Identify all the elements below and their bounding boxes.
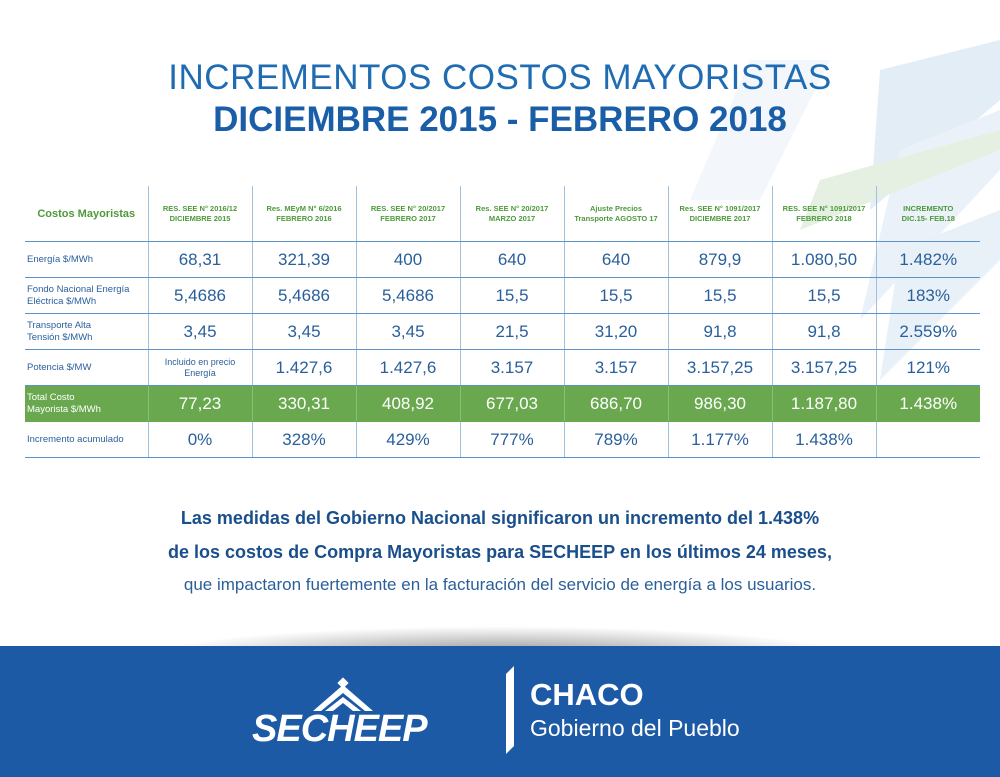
column-header: INCREMENTO DIC.15- FEB.18 [876,186,980,242]
table-cell: 1.427,6 [252,349,357,386]
secheep-logo-icon [313,677,373,711]
table-cell: 15,5 [460,277,565,314]
table-cell: 328% [252,421,357,458]
table-cell: 15,5 [668,277,773,314]
table-cell: 3.157 [564,349,669,386]
table-row: Transporte Alta Tensión $/MWh 3,45 3,45 3… [25,313,980,350]
table-cell: 3,45 [356,313,461,350]
table-cell: 677,03 [460,385,565,422]
summary-line-1: Las medidas del Gobierno Nacional signif… [180,508,820,528]
table-cell: 15,5 [564,277,669,314]
table-cell: 2.559% [876,313,980,350]
table-cell: 789% [564,421,669,458]
summary-line-3: que impactaron fuertemente en la factura… [183,575,817,594]
table-row: Potencia $/MW Incluido en precio Energía … [25,349,980,386]
table-cell: 3.157 [460,349,565,386]
chaco-bar-icon [506,666,514,754]
table-cell: 1.080,50 [772,241,877,278]
table-cell: 3.157,25 [772,349,877,386]
table-cell: 5,4686 [148,277,253,314]
row-label: Incremento acumulado [25,421,149,458]
table-cell: 3,45 [148,313,253,350]
footer-band [0,646,1000,777]
row-label: Fondo Nacional Energía Eléctrica $/MWh [25,277,149,314]
table-row: Fondo Nacional Energía Eléctrica $/MWh 5,… [25,277,980,314]
table-cell: 5,4686 [356,277,461,314]
table-cell: 321,39 [252,241,357,278]
table-cell: 1.427,6 [356,349,461,386]
table-cell: 183% [876,277,980,314]
table-cell: 400 [356,241,461,278]
column-header-label: Costos Mayoristas [25,186,149,242]
table-cell: 777% [460,421,565,458]
table-cell: 408,92 [356,385,461,422]
table-cell: 429% [356,421,461,458]
table-cell: 91,8 [668,313,773,350]
table-cell: 91,8 [772,313,877,350]
page-title: INCREMENTOS COSTOS MAYORISTAS [168,58,832,97]
row-label: Transporte Alta Tensión $/MWh [25,313,149,350]
table-cell [876,421,980,458]
table-cell: 3.157,25 [668,349,773,386]
table-cell: 640 [564,241,669,278]
chaco-title: CHACO [530,677,644,712]
table-row: Energía $/MWh 68,31 321,39 400 640 640 8… [25,241,980,278]
column-header: Res. SEE N° 1091/2017 DICIEMBRE 2017 [668,186,773,242]
column-header: RES. SEE N° 20/2017 FEBRERO 2017 [356,186,461,242]
table-cell: 686,70 [564,385,669,422]
table-cell: 0% [148,421,253,458]
table-header-row: Costos Mayoristas RES. SEE N° 2016/12 DIC… [25,186,980,242]
summary-line-2: de los costos de Compra Mayoristas para … [168,542,832,562]
table-cell: 3,45 [252,313,357,350]
row-label: Total Costo Mayorista $/MWh [25,385,149,422]
table-cell: 1.177% [668,421,773,458]
row-label: Potencia $/MW [25,349,149,386]
page-subtitle: DICIEMBRE 2015 - FEBRERO 2018 [213,100,787,139]
secheep-wordmark: SECHEEP [252,708,428,750]
table-cell: 986,30 [668,385,773,422]
table-cell: 330,31 [252,385,357,422]
row-label: Energía $/MWh [25,241,149,278]
table-row: Incremento acumulado 0% 328% 429% 777% 7… [25,421,980,458]
table-cell: 1.438% [772,421,877,458]
table-cell: 1.187,80 [772,385,877,422]
table-cell: 21,5 [460,313,565,350]
column-header: RES. SEE N° 2016/12 DICIEMBRE 2015 [148,186,253,242]
table-row-total: Total Costo Mayorista $/MWh 77,23 330,31 … [25,385,980,422]
table-cell: 121% [876,349,980,386]
table-cell: 1.438% [876,385,980,422]
chaco-subtitle: Gobierno del Pueblo [530,715,740,741]
table-cell: Incluido en precio Energía [148,349,253,386]
column-header: Res. SEE N° 20/2017 MARZO 2017 [460,186,565,242]
table-cell: 31,20 [564,313,669,350]
column-header: Res. MEyM N° 6/2016 FEBRERO 2016 [252,186,357,242]
column-header: RES. SEE N° 1091/2017 FEBRERO 2018 [772,186,877,242]
table-cell: 879,9 [668,241,773,278]
table-cell: 1.482% [876,241,980,278]
table-cell: 640 [460,241,565,278]
table-cell: 68,31 [148,241,253,278]
column-header: Ajuste Precios Transporte AGOSTO 17 [564,186,669,242]
costs-table: Costos Mayoristas RES. SEE N° 2016/12 DIC… [25,186,980,458]
table-cell: 15,5 [772,277,877,314]
table-cell: 77,23 [148,385,253,422]
table-cell: 5,4686 [252,277,357,314]
